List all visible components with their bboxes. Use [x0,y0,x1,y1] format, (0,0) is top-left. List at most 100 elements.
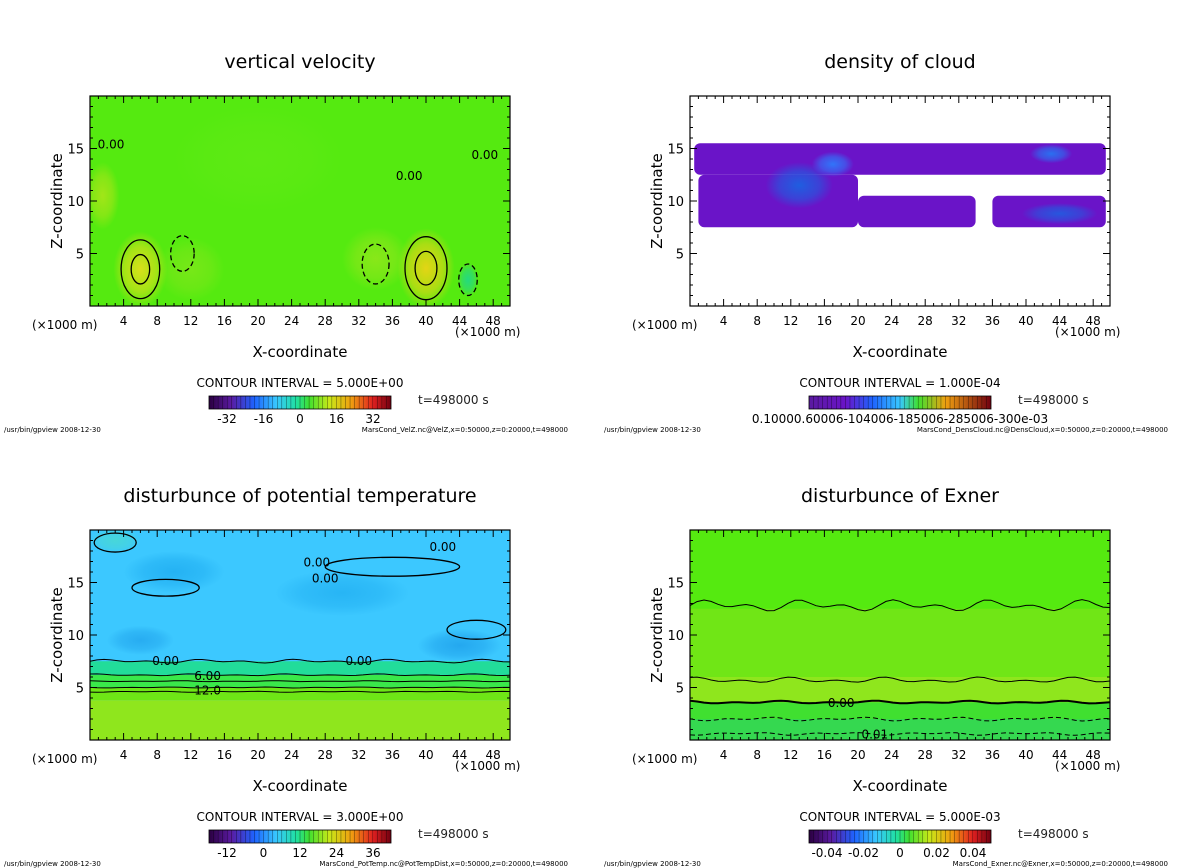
contour-line [90,680,510,683]
contour-loop [361,243,390,285]
colorbar-tick-label: 0.10000.60006-104006-185006-285006-300e-… [752,412,1048,426]
contour-label: 0.00 [345,654,372,668]
field-anomaly [811,151,854,177]
x-tick-label: 28 [918,748,933,762]
x-unit-left: (×1000 m) [32,318,97,332]
time-label: t=498000 s [418,393,489,407]
x-tick-label: 36 [385,314,400,328]
x-unit-right: (×1000 m) [1055,759,1120,773]
x-tick-label: 8 [753,748,761,762]
field-anomaly [113,231,168,306]
x-tick-label: 40 [418,314,433,328]
contour-label: 6.00 [194,669,221,683]
footer-command: /usr/bin/gpview 2008-12-30 [604,860,701,868]
footer-command: /usr/bin/gpview 2008-12-30 [4,426,101,434]
field-anomaly [342,227,410,291]
field-anomaly [174,106,342,212]
x-tick-label: 12 [783,314,798,328]
contour-label: 0.00 [303,556,330,570]
footer-source: MarsCond_DensCloud.nc@DensCloud,x=0:5000… [917,426,1168,434]
footer-source: MarsCond_PotTemp.nc@PotTempDist,x=0:5000… [319,860,568,868]
contour-line [690,699,1110,705]
colorbar-tick-label: 0.02 [923,846,950,860]
x-tick-label: 4 [720,314,728,328]
contour-loop [446,619,507,640]
contour-line [90,673,510,677]
contour-line [690,732,1110,736]
contour-interval: CONTOUR INTERVAL = 5.000E-03 [799,810,1000,824]
plot-area: 0.00 0.01 [690,530,1110,742]
contour-interval: CONTOUR INTERVAL = 1.000E-04 [799,376,1000,390]
x-axis-label: X-coordinate [253,343,348,361]
x-tick-label: 20 [850,748,865,762]
contour-loop [93,532,137,553]
y-tick-label: 15 [667,143,684,158]
x-tick-label: 16 [817,314,832,328]
y-axis-label: Z-coordinate [648,587,666,682]
time-label: t=498000 s [1018,393,1089,407]
colorbar-tick-label: 0 [896,846,904,860]
x-tick-label: 32 [951,314,966,328]
y-tick-label: 15 [67,143,84,158]
x-tick-label: 44 [452,314,467,328]
x-tick-label: 48 [486,748,501,762]
x-unit-left: (×1000 m) [632,318,697,332]
y-tick-label: 15 [667,577,684,592]
x-tick-label: 16 [217,748,232,762]
x-tick-label: 44 [1052,314,1067,328]
cloud-region [858,195,976,228]
y-tick-label: 10 [667,195,684,210]
x-tick-label: 40 [1018,748,1033,762]
x-tick-label: 20 [850,314,865,328]
x-tick-label: 16 [217,314,232,328]
field-anomaly [106,625,174,655]
x-unit-right: (×1000 m) [455,759,520,773]
contour-label: 0.00 [98,137,125,151]
x-tick-label: 32 [951,748,966,762]
x-tick-label: 48 [486,314,501,328]
x-tick-label: 40 [1018,314,1033,328]
x-axis-label: X-coordinate [853,343,948,361]
x-axis-label: X-coordinate [253,777,348,795]
contour-loop [131,578,200,597]
colorbar-tick-label: 12 [292,846,307,860]
contour-label: 0.00 [152,654,179,668]
field-anomaly [274,569,410,617]
colorbar-tick-label: -12 [217,846,237,860]
chart-title: disturbunce of Exner [801,485,999,507]
contour-label: 12.0 [194,684,221,698]
field-band [690,719,1110,740]
x-tick-label: 48 [1086,748,1101,762]
x-tick-label: 8 [153,314,161,328]
x-tick-label: 36 [985,748,1000,762]
field-anomaly [90,530,141,554]
contour-loop [120,239,161,300]
field-band [690,608,1110,677]
contour-line [690,716,1110,722]
contour-loop [130,253,151,285]
y-tick-label: 10 [67,195,84,210]
x-axis-label: X-coordinate [853,777,948,795]
colorbar-tick-label: 16 [329,412,344,426]
field-anomaly [397,228,455,306]
x-unit-left: (×1000 m) [632,752,697,766]
x-tick-label: 28 [318,748,333,762]
footer-source: MarsCond_Exner.nc@Exner,x=0:50000,z=0:20… [953,860,1168,868]
x-tick-label: 36 [385,748,400,762]
colorbar-tick-label: 36 [365,846,380,860]
field-band [690,702,1110,719]
y-tick-label: 5 [676,682,684,697]
x-tick-label: 48 [1086,314,1101,328]
colorbar-tick-label: -0.02 [848,846,879,860]
x-tick-label: 28 [318,314,333,328]
y-tick-label: 15 [67,577,84,592]
x-tick-label: 24 [284,314,299,328]
x-unit-right: (×1000 m) [455,325,520,339]
x-unit-left: (×1000 m) [32,752,97,766]
contour-line [690,599,1110,612]
contour-label: 0.01 [861,728,888,742]
